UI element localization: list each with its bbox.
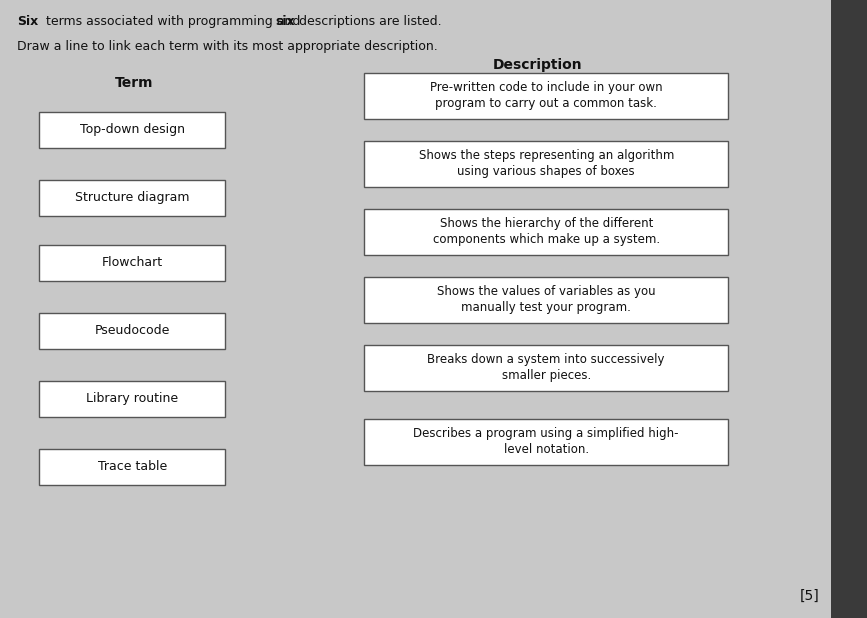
- Text: Draw a line to link each term with its most appropriate description.: Draw a line to link each term with its m…: [17, 40, 438, 53]
- Text: Shows the hierarchy of the different
components which make up a system.: Shows the hierarchy of the different com…: [433, 218, 660, 246]
- Text: terms associated with programming and: terms associated with programming and: [42, 15, 304, 28]
- Text: Breaks down a system into successively
smaller pieces.: Breaks down a system into successively s…: [427, 353, 665, 382]
- Text: Description: Description: [492, 58, 583, 72]
- Text: Term: Term: [115, 77, 153, 90]
- Text: Library routine: Library routine: [86, 392, 179, 405]
- Text: Pseudocode: Pseudocode: [95, 324, 170, 337]
- FancyBboxPatch shape: [364, 141, 728, 187]
- FancyBboxPatch shape: [39, 180, 225, 216]
- Text: Pre-written code to include in your own
program to carry out a common task.: Pre-written code to include in your own …: [430, 82, 662, 110]
- FancyBboxPatch shape: [364, 277, 728, 323]
- FancyBboxPatch shape: [39, 381, 225, 417]
- Text: [5]: [5]: [799, 588, 819, 603]
- Text: six: six: [276, 15, 296, 28]
- FancyBboxPatch shape: [39, 313, 225, 349]
- Text: Structure diagram: Structure diagram: [75, 191, 190, 205]
- FancyBboxPatch shape: [39, 449, 225, 485]
- Text: Top-down design: Top-down design: [80, 123, 185, 137]
- Text: Flowchart: Flowchart: [101, 256, 163, 269]
- Text: descriptions are listed.: descriptions are listed.: [295, 15, 441, 28]
- Text: Shows the steps representing an algorithm
using various shapes of boxes: Shows the steps representing an algorith…: [419, 150, 674, 178]
- FancyBboxPatch shape: [39, 245, 225, 281]
- FancyBboxPatch shape: [831, 0, 867, 618]
- Text: Shows the values of variables as you
manually test your program.: Shows the values of variables as you man…: [437, 286, 655, 314]
- FancyBboxPatch shape: [364, 419, 728, 465]
- FancyBboxPatch shape: [364, 72, 728, 119]
- FancyBboxPatch shape: [364, 208, 728, 255]
- Text: Describes a program using a simplified high-
level notation.: Describes a program using a simplified h…: [414, 428, 679, 456]
- FancyBboxPatch shape: [364, 344, 728, 391]
- FancyBboxPatch shape: [39, 112, 225, 148]
- Text: Trace table: Trace table: [98, 460, 166, 473]
- Text: Six: Six: [17, 15, 39, 28]
